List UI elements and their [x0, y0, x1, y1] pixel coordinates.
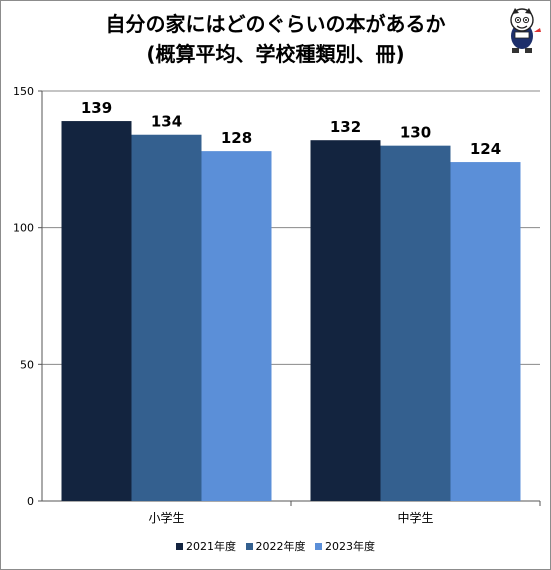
- bar-2023年度-中学生: [450, 162, 521, 502]
- legend-label-2023: 2023年度: [325, 540, 375, 553]
- bar-2021年度-中学生: [310, 140, 381, 501]
- bar-2022年度-中学生: [380, 145, 451, 501]
- data-label: 124: [470, 140, 501, 158]
- y-tick-label: 100: [13, 222, 34, 235]
- legend-item-2022: 2022年度: [245, 538, 306, 554]
- legend-swatch-2021: [176, 542, 183, 550]
- legend-swatch-2022: [245, 542, 253, 550]
- y-tick-label: 150: [13, 85, 34, 98]
- bar-2022年度-小学生: [131, 134, 202, 501]
- y-tick-label: 50: [20, 358, 34, 371]
- x-category-label: 小学生: [148, 510, 184, 525]
- legend-label-2022: 2022年度: [255, 540, 306, 553]
- y-tick-label: 0: [27, 495, 34, 508]
- chart-title: 自分の家にはどのぐらいの本があるか: [105, 12, 446, 36]
- data-label: 128: [221, 129, 252, 147]
- data-label: 139: [81, 99, 112, 117]
- chart-subtitle: (概算平均、学校種類別、冊): [146, 42, 405, 66]
- legend-item-2023: 2023年度: [315, 538, 375, 554]
- data-label: 132: [330, 118, 361, 136]
- bar-2021年度-小学生: [61, 121, 132, 502]
- legend-label-2021: 2021年度: [186, 540, 236, 553]
- data-label: 130: [400, 124, 431, 142]
- data-label: 134: [151, 113, 182, 131]
- cartoon-mascot-icon: [510, 8, 541, 53]
- legend-swatch-2023: [315, 542, 322, 550]
- bar-2023年度-小学生: [201, 151, 272, 501]
- chart-legend: 2021年度 2022年度 2023年度: [0, 538, 551, 554]
- legend-item-2021: 2021年度: [176, 538, 236, 554]
- x-category-label: 中学生: [397, 510, 433, 525]
